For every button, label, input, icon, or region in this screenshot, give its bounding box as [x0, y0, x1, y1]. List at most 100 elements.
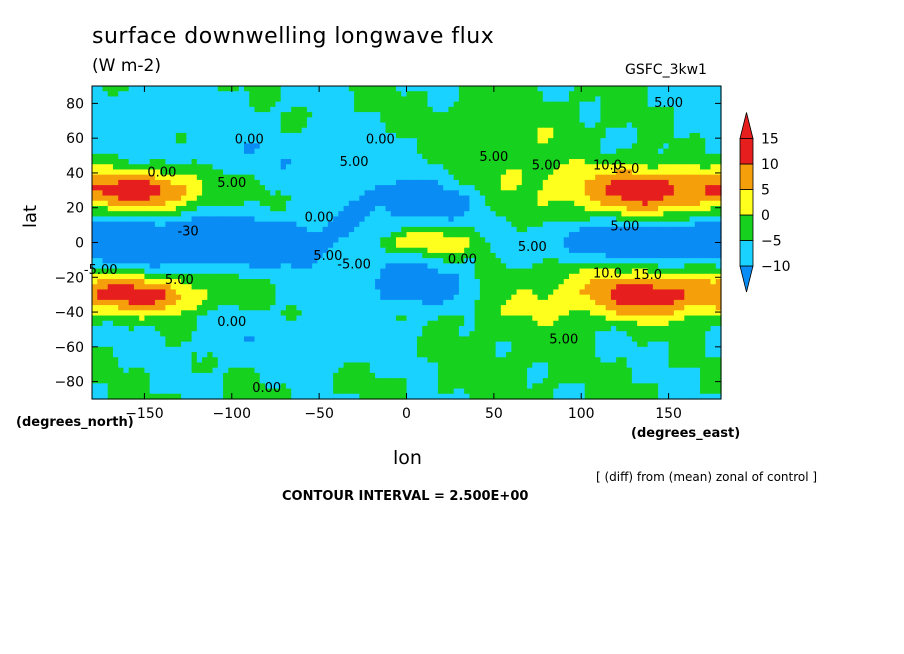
field-cell	[364, 263, 371, 270]
field-cell	[348, 174, 355, 181]
field-cell	[390, 232, 397, 238]
field-cell	[637, 122, 643, 129]
field-cell	[411, 96, 418, 103]
field-cell	[568, 169, 575, 176]
field-cell	[322, 294, 329, 301]
field-cell	[238, 117, 245, 124]
field-cell	[684, 96, 691, 103]
field-cell	[616, 279, 623, 285]
field-cell	[647, 122, 654, 129]
field-cell	[406, 268, 413, 275]
field-cell	[579, 205, 586, 212]
field-cell	[212, 289, 219, 296]
field-cell	[270, 200, 277, 207]
field-cell	[673, 112, 680, 118]
field-cell	[631, 294, 638, 301]
field-cell	[144, 258, 151, 264]
field-cell	[359, 279, 366, 285]
field-cell	[390, 132, 397, 139]
field-cell	[275, 226, 282, 233]
field-cell	[521, 101, 528, 108]
field-cell	[527, 96, 533, 103]
field-cell	[516, 263, 523, 270]
field-cell	[170, 279, 177, 285]
field-cell	[165, 226, 172, 233]
field-cell	[92, 164, 98, 171]
field-cell	[673, 268, 680, 275]
field-cell	[422, 205, 429, 212]
field-cell	[380, 159, 387, 165]
field-cell	[275, 232, 282, 238]
field-cell	[626, 86, 633, 92]
field-cell	[301, 205, 308, 212]
field-cell	[259, 86, 266, 92]
field-cell	[223, 200, 229, 207]
field-cell	[396, 91, 402, 98]
field-cell	[464, 284, 470, 291]
field-cell	[621, 86, 628, 92]
field-cell	[652, 148, 659, 155]
field-cell	[380, 252, 387, 259]
field-cell	[532, 268, 539, 275]
field-cell	[689, 216, 696, 223]
field-cell	[207, 138, 214, 144]
field-cell	[202, 179, 208, 186]
field-cell	[385, 86, 392, 92]
field-cell	[563, 96, 570, 103]
field-cell	[652, 159, 659, 165]
field-cell	[595, 179, 602, 186]
field-cell	[658, 258, 664, 264]
field-cell	[249, 91, 256, 98]
field-cell	[207, 159, 214, 165]
field-cell	[401, 200, 408, 207]
field-cell	[359, 200, 366, 207]
field-cell	[275, 294, 282, 301]
field-cell	[490, 211, 497, 218]
field-cell	[432, 237, 439, 244]
field-cell	[102, 268, 109, 275]
field-cell	[710, 232, 717, 238]
field-cell	[537, 273, 544, 280]
field-cell	[312, 122, 318, 129]
field-cell	[490, 247, 497, 254]
field-cell	[259, 263, 266, 270]
field-cell	[139, 211, 146, 218]
field-cell	[223, 226, 229, 233]
field-cell	[354, 294, 360, 301]
field-cell	[579, 159, 586, 165]
field-cell	[244, 101, 250, 108]
field-cell	[637, 164, 643, 171]
field-cell	[605, 294, 612, 301]
field-cell	[511, 258, 518, 264]
field-cell	[548, 252, 554, 259]
field-cell	[359, 258, 366, 264]
field-cell	[364, 174, 371, 181]
field-cell	[626, 268, 633, 275]
field-cell	[500, 106, 507, 113]
field-cell	[537, 237, 544, 244]
field-cell	[710, 190, 717, 197]
field-cell	[270, 279, 277, 285]
field-cell	[144, 221, 151, 228]
field-cell	[715, 153, 722, 160]
field-cell	[448, 86, 455, 92]
field-cell	[621, 117, 628, 124]
field-cell	[663, 112, 670, 118]
field-cell	[568, 138, 575, 144]
field-cell	[495, 122, 502, 129]
field-cell	[673, 106, 680, 113]
field-cell	[301, 106, 308, 113]
field-cell	[202, 112, 208, 118]
field-cell	[228, 268, 235, 275]
field-cell	[385, 179, 392, 186]
field-cell	[212, 252, 219, 259]
field-cell	[207, 284, 214, 291]
field-cell	[553, 179, 560, 186]
field-cell	[139, 268, 146, 275]
field-cell	[175, 237, 182, 244]
field-cell	[165, 284, 172, 291]
field-cell	[548, 185, 554, 191]
field-cell	[396, 159, 402, 165]
field-cell	[128, 216, 135, 223]
field-cell	[223, 112, 229, 118]
